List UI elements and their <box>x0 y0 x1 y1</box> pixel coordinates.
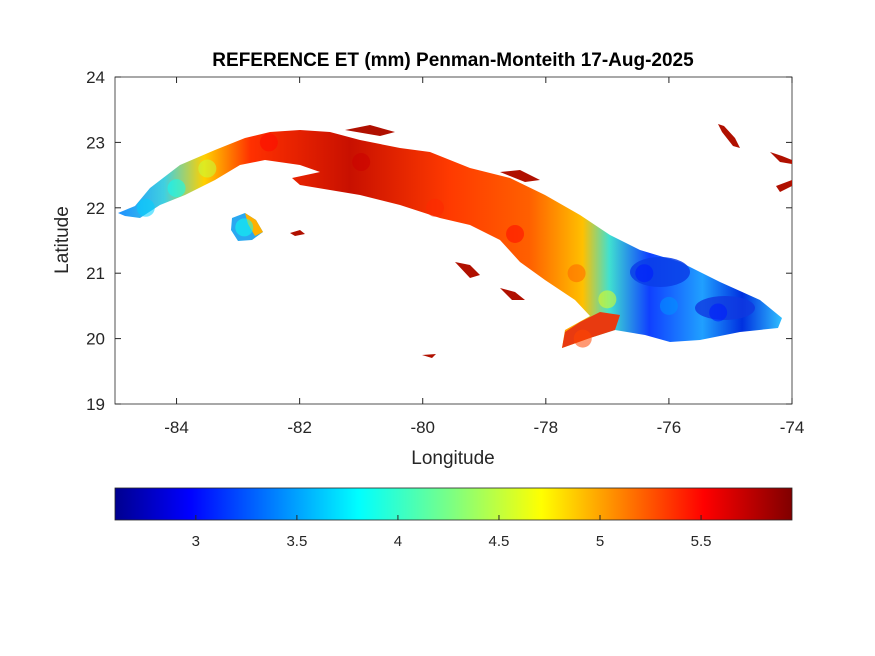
x-axis: -84 -82 -80 -78 -76 -74 <box>164 77 804 437</box>
et-sample-cell <box>506 224 525 243</box>
chart-title: REFERENCE ET (mm) Penman-Monteith 17-Aug… <box>212 50 694 71</box>
y-tick-label: 23 <box>86 133 105 152</box>
cay-south-2 <box>500 288 525 300</box>
et-sample-cell <box>635 264 654 283</box>
y-tick-label: 20 <box>86 330 105 349</box>
colorbar-tick-label: 4.5 <box>489 533 510 550</box>
cay-south-1 <box>455 262 480 278</box>
neighbor-land-1 <box>718 124 740 148</box>
et-map <box>118 124 792 358</box>
et-sample-cell <box>426 198 445 217</box>
neighbor-land-2 <box>770 152 792 164</box>
plot-area <box>114 76 793 405</box>
colorbar <box>114 487 793 521</box>
et-sample-cell <box>198 159 217 178</box>
et-sample-cell <box>659 296 678 315</box>
isla-yellow-edge <box>245 213 263 236</box>
et-sample-cell <box>598 290 617 309</box>
et-sample-cell <box>167 179 186 198</box>
neighbor-land-3 <box>776 180 792 192</box>
y-tick-label: 24 <box>86 68 105 87</box>
colorbar-tick-label: 3.5 <box>286 533 307 550</box>
north-cays <box>345 125 395 136</box>
x-tick-label: -84 <box>164 418 189 437</box>
y-tick-label: 22 <box>86 199 105 218</box>
et-sample-cell <box>573 329 592 348</box>
colorbar-tick-label: 4 <box>394 533 402 550</box>
x-axis-label: Longitude <box>411 448 494 469</box>
et-sample-cell <box>352 153 371 172</box>
x-tick-label: -80 <box>410 418 435 437</box>
colorbar-tick-label: 5.5 <box>691 533 712 550</box>
et-sample-cell <box>709 303 728 322</box>
cay-north-2 <box>500 170 540 182</box>
y-axis-label: Latitude <box>52 206 73 274</box>
x-tick-label: -76 <box>657 418 682 437</box>
cay-south-3 <box>422 354 436 358</box>
y-tick-label: 19 <box>86 395 105 414</box>
cuba-main-island <box>118 130 782 348</box>
x-tick-label: -82 <box>287 418 312 437</box>
et-sample-cell <box>259 133 278 152</box>
et-sample-cell <box>235 218 254 237</box>
x-tick-label: -78 <box>534 418 559 437</box>
y-axis: 19 20 21 22 23 24 <box>86 68 792 414</box>
colorbar-tick-label: 5 <box>596 533 604 550</box>
colorbar-tick-label: 3 <box>192 533 200 550</box>
y-tick-label: 21 <box>86 264 105 283</box>
colorbar-ticks: 3 3.5 4 4.5 5 5.5 <box>192 515 712 550</box>
cay-west <box>290 230 305 236</box>
et-sample-cell <box>136 198 155 217</box>
x-tick-label: -74 <box>780 418 805 437</box>
et-sample-cell <box>567 264 586 283</box>
